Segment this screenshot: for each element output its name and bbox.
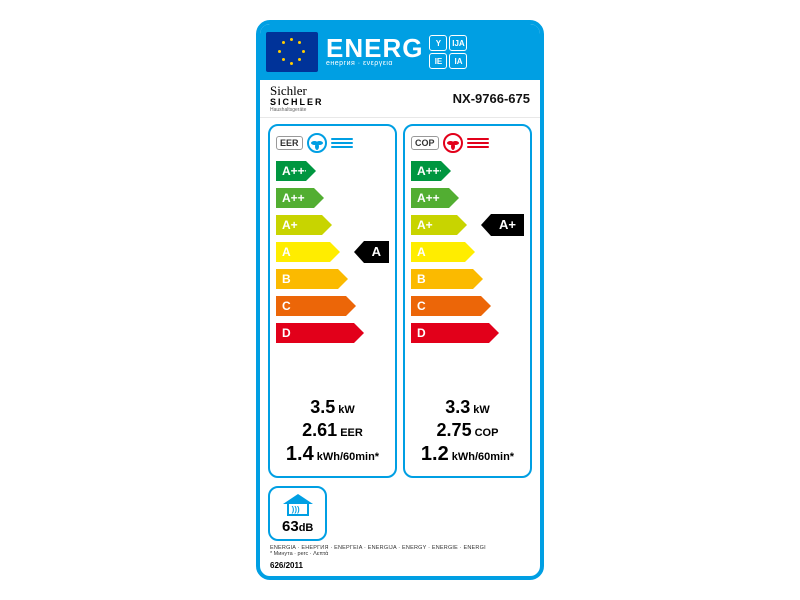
cooling-consumption: 1.4 kWh/60min* bbox=[276, 443, 389, 466]
suffix-0: Y bbox=[429, 35, 447, 51]
label-footer: ENERGIA · ЕНЕРГИЯ · ΕΝΕΡΓΕΙΑ · ENERGIJA … bbox=[260, 543, 540, 576]
rating-arrow: A bbox=[276, 242, 340, 262]
heat-waves-icon bbox=[467, 138, 489, 148]
cop-label: COP bbox=[411, 136, 439, 150]
sound-value: 63dB bbox=[282, 518, 313, 535]
rating-row: B bbox=[276, 268, 348, 290]
cooling-metrics: 3.5 kW 2.61 EER 1.4 kWh/60min* bbox=[276, 389, 389, 468]
rating-arrow: A+ bbox=[276, 215, 332, 235]
rating-arrow: A+ bbox=[411, 215, 467, 235]
rating-row: C bbox=[411, 295, 491, 317]
rating-arrow: C bbox=[411, 296, 491, 316]
energy-suffix-grid: Y IJA IE IA bbox=[429, 35, 467, 69]
rating-arrow: A bbox=[411, 242, 475, 262]
brand-subtitle: Haushaltsgeräte bbox=[270, 107, 306, 113]
rating-arrow: B bbox=[411, 269, 483, 289]
rating-row: C bbox=[276, 295, 356, 317]
heating-metrics: 3.3 kW 2.75 COP 1.2 kWh/60min* bbox=[411, 389, 524, 468]
energy-word: ENERG енергия · ενεργεια Y IJA IE IA bbox=[326, 35, 534, 69]
heating-cop: 2.75 COP bbox=[411, 420, 524, 441]
mode-panels: EER A+++A++A+ABCDA 3.5 kW 2.61 EER 1.4 k… bbox=[260, 118, 540, 482]
panel-heating: COP A+++ A++ A+ ABCD A+ 3.3 kW 2.75 COP 1.2 … bbox=[403, 124, 532, 478]
rating-row: B bbox=[411, 268, 483, 290]
rating-arrow: A++ bbox=[276, 188, 324, 208]
rating-arrow: B bbox=[276, 269, 348, 289]
rating-row: D bbox=[276, 322, 364, 344]
fan-icon bbox=[443, 133, 463, 153]
rating-badge: A bbox=[354, 241, 389, 263]
rating-row: A bbox=[276, 241, 340, 263]
brand-script: Sichler bbox=[270, 84, 307, 97]
panel-cooling-head: EER bbox=[276, 132, 389, 154]
suffix-3: IA bbox=[449, 53, 467, 69]
footer-regulation: 626/2011 bbox=[270, 561, 530, 570]
panel-heating-head: COP bbox=[411, 132, 524, 154]
rating-row: A+ bbox=[276, 214, 332, 236]
fan-icon bbox=[307, 133, 327, 153]
cooling-power: 3.5 kW bbox=[276, 397, 389, 418]
label-header: ENERG енергия · ενεργεια Y IJA IE IA bbox=[260, 24, 540, 80]
suffix-1: IJA bbox=[449, 35, 467, 51]
rating-bars-cooling: A+++ A++ A+ ABCD A bbox=[276, 160, 389, 350]
heating-power: 3.3 kW bbox=[411, 397, 524, 418]
rating-arrow: A+++ bbox=[411, 161, 451, 181]
sound-row: ))) 63dB bbox=[260, 482, 540, 543]
suffix-2: IE bbox=[429, 53, 447, 69]
rating-row: A++ bbox=[276, 187, 324, 209]
brand-block: Sichler SICHLER Haushaltsgeräte bbox=[270, 84, 324, 113]
cool-waves-icon bbox=[331, 138, 353, 148]
rating-row: A+ bbox=[411, 214, 467, 236]
rating-bars-heating: A+++ A++ A+ ABCD A+ bbox=[411, 160, 524, 350]
cooling-eer: 2.61 EER bbox=[276, 420, 389, 441]
brand-name: SICHLER bbox=[270, 97, 324, 107]
rating-arrow: D bbox=[411, 323, 499, 343]
rating-row: A bbox=[411, 241, 475, 263]
panel-cooling: EER A+++ A++ A+ ABCD A 3.5 kW 2.61 EER 1.4 k… bbox=[268, 124, 397, 478]
energy-label: ENERG енергия · ενεργεια Y IJA IE IA Sic… bbox=[256, 20, 544, 580]
rating-row: A+++ bbox=[411, 160, 451, 182]
rating-arrow: A++ bbox=[411, 188, 459, 208]
rating-row: A++ bbox=[411, 187, 459, 209]
rating-row: D bbox=[411, 322, 499, 344]
footer-note: * Минута · perc · Λεπτά bbox=[270, 551, 530, 557]
rating-badge: A+ bbox=[481, 214, 524, 236]
sound-box: ))) 63dB bbox=[268, 486, 327, 541]
rating-arrow: A+++ bbox=[276, 161, 316, 181]
rating-arrow: C bbox=[276, 296, 356, 316]
indoor-noise-icon: ))) bbox=[283, 494, 313, 516]
rating-row: A+++ bbox=[276, 160, 316, 182]
brand-row: Sichler SICHLER Haushaltsgeräte NX-9766-… bbox=[260, 80, 540, 118]
model-number: NX-9766-675 bbox=[453, 91, 530, 106]
eu-flag-icon bbox=[266, 32, 318, 72]
energy-title: ENERG bbox=[326, 33, 423, 63]
rating-arrow: D bbox=[276, 323, 364, 343]
heating-consumption: 1.2 kWh/60min* bbox=[411, 443, 524, 466]
eer-label: EER bbox=[276, 136, 303, 150]
